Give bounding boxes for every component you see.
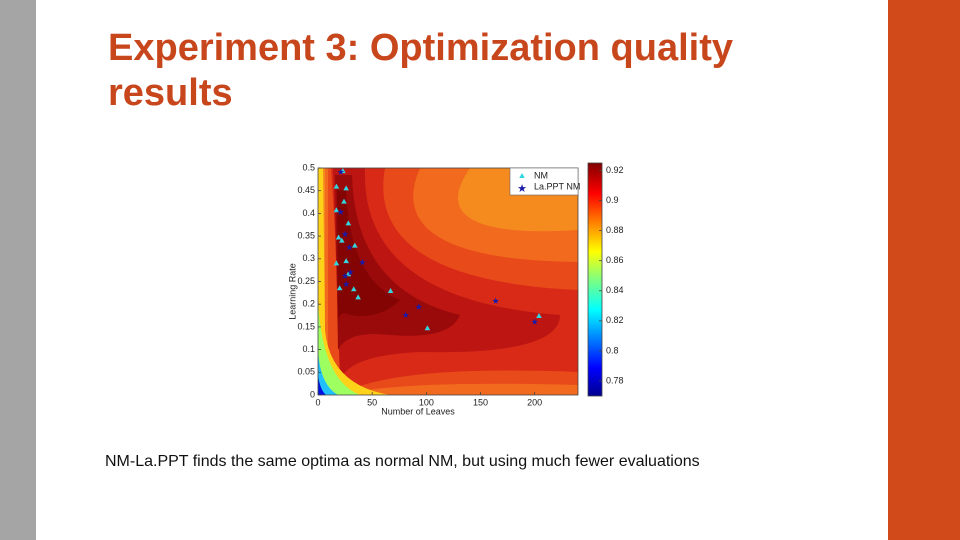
contour	[318, 168, 578, 395]
nm-point	[345, 220, 352, 226]
nm-point	[339, 237, 345, 243]
colorbar-tick-label: 0.84	[606, 285, 624, 295]
la-ppt-point	[531, 318, 538, 325]
nm-point	[335, 234, 342, 240]
x-tick-label: 100	[419, 397, 434, 407]
colorbar-tick-label: 0.78	[606, 375, 624, 385]
la-ppt-point	[346, 243, 353, 251]
colorbar	[587, 162, 603, 397]
colorbar-tick-label: 0.86	[606, 255, 624, 265]
colorbar-tick-label: 0.9	[606, 195, 619, 205]
y-tick-label: 0.2	[302, 299, 315, 309]
y-tick-label: 0.35	[297, 230, 315, 240]
la-ppt-point	[342, 280, 350, 288]
nm-point	[350, 286, 357, 292]
title: Experiment 3: Optimization quality resul…	[108, 27, 744, 114]
legend-marker	[519, 173, 525, 178]
x-axis-label: Number of Leaves	[381, 406, 455, 416]
y-tick-label: 0.4	[302, 208, 315, 218]
la-ppt-point	[359, 258, 366, 266]
nm-point	[333, 183, 340, 189]
x-tick-label: 150	[473, 397, 488, 407]
legend-marker: ★	[517, 183, 527, 195]
nm-point	[343, 258, 349, 264]
nm-point	[352, 242, 358, 248]
x-tick-label: 200	[527, 397, 542, 407]
y-tick-label: 0	[310, 389, 315, 399]
y-tick-label: 0.3	[302, 253, 315, 263]
y-tick-label: 0.45	[297, 185, 315, 195]
la-ppt-point	[492, 297, 499, 304]
y-tick-label: 0.05	[297, 367, 315, 377]
la-ppt-point	[341, 272, 349, 279]
nm-point	[343, 185, 349, 191]
nm-point	[355, 294, 361, 300]
nm-point	[336, 285, 343, 291]
title-text: Experiment 3: Optimization quality	[108, 27, 733, 69]
y-tick-label: 0.25	[297, 276, 315, 286]
nm-point	[536, 313, 542, 319]
nm-point	[341, 198, 347, 204]
x-tick-label: 50	[367, 397, 377, 407]
la-ppt-point	[341, 230, 349, 238]
left-bar	[0, 0, 36, 540]
colorbar-tick-label: 0.92	[606, 165, 624, 175]
legend-box	[509, 167, 579, 196]
colorbar-tick-label: 0.82	[606, 315, 624, 325]
y-tick-label: 0.5	[302, 162, 315, 172]
nm-point	[333, 260, 340, 266]
legend-label: La.PPT NM	[534, 181, 580, 191]
chart: 0 50 100 150 200 0 0.05 0.1 0.15 0.2 0.25 0.3 0.35 0.…	[287, 162, 623, 416]
y-axis-label: Learning Rate	[287, 263, 297, 320]
y-tick-label: 0.1	[302, 344, 315, 354]
la-ppt-point	[337, 208, 345, 215]
caption: NM-La.PPT finds the same optima as norma…	[105, 453, 700, 470]
right-bar	[888, 0, 960, 540]
nm-point	[424, 325, 431, 331]
la-ppt-point	[337, 168, 345, 175]
legend-label: NM	[534, 170, 548, 180]
colorbar-tick-label: 0.88	[606, 225, 624, 235]
y-tick-label: 0.15	[297, 321, 315, 331]
colorbar-tick-label: 0.8	[606, 345, 619, 355]
la-ppt-point	[347, 268, 354, 276]
la-ppt-point	[415, 303, 423, 310]
nm-point	[387, 288, 394, 294]
x-tick-label: 0	[315, 397, 320, 407]
la-ppt-point	[402, 311, 410, 318]
title-text-line2: results	[108, 72, 233, 114]
